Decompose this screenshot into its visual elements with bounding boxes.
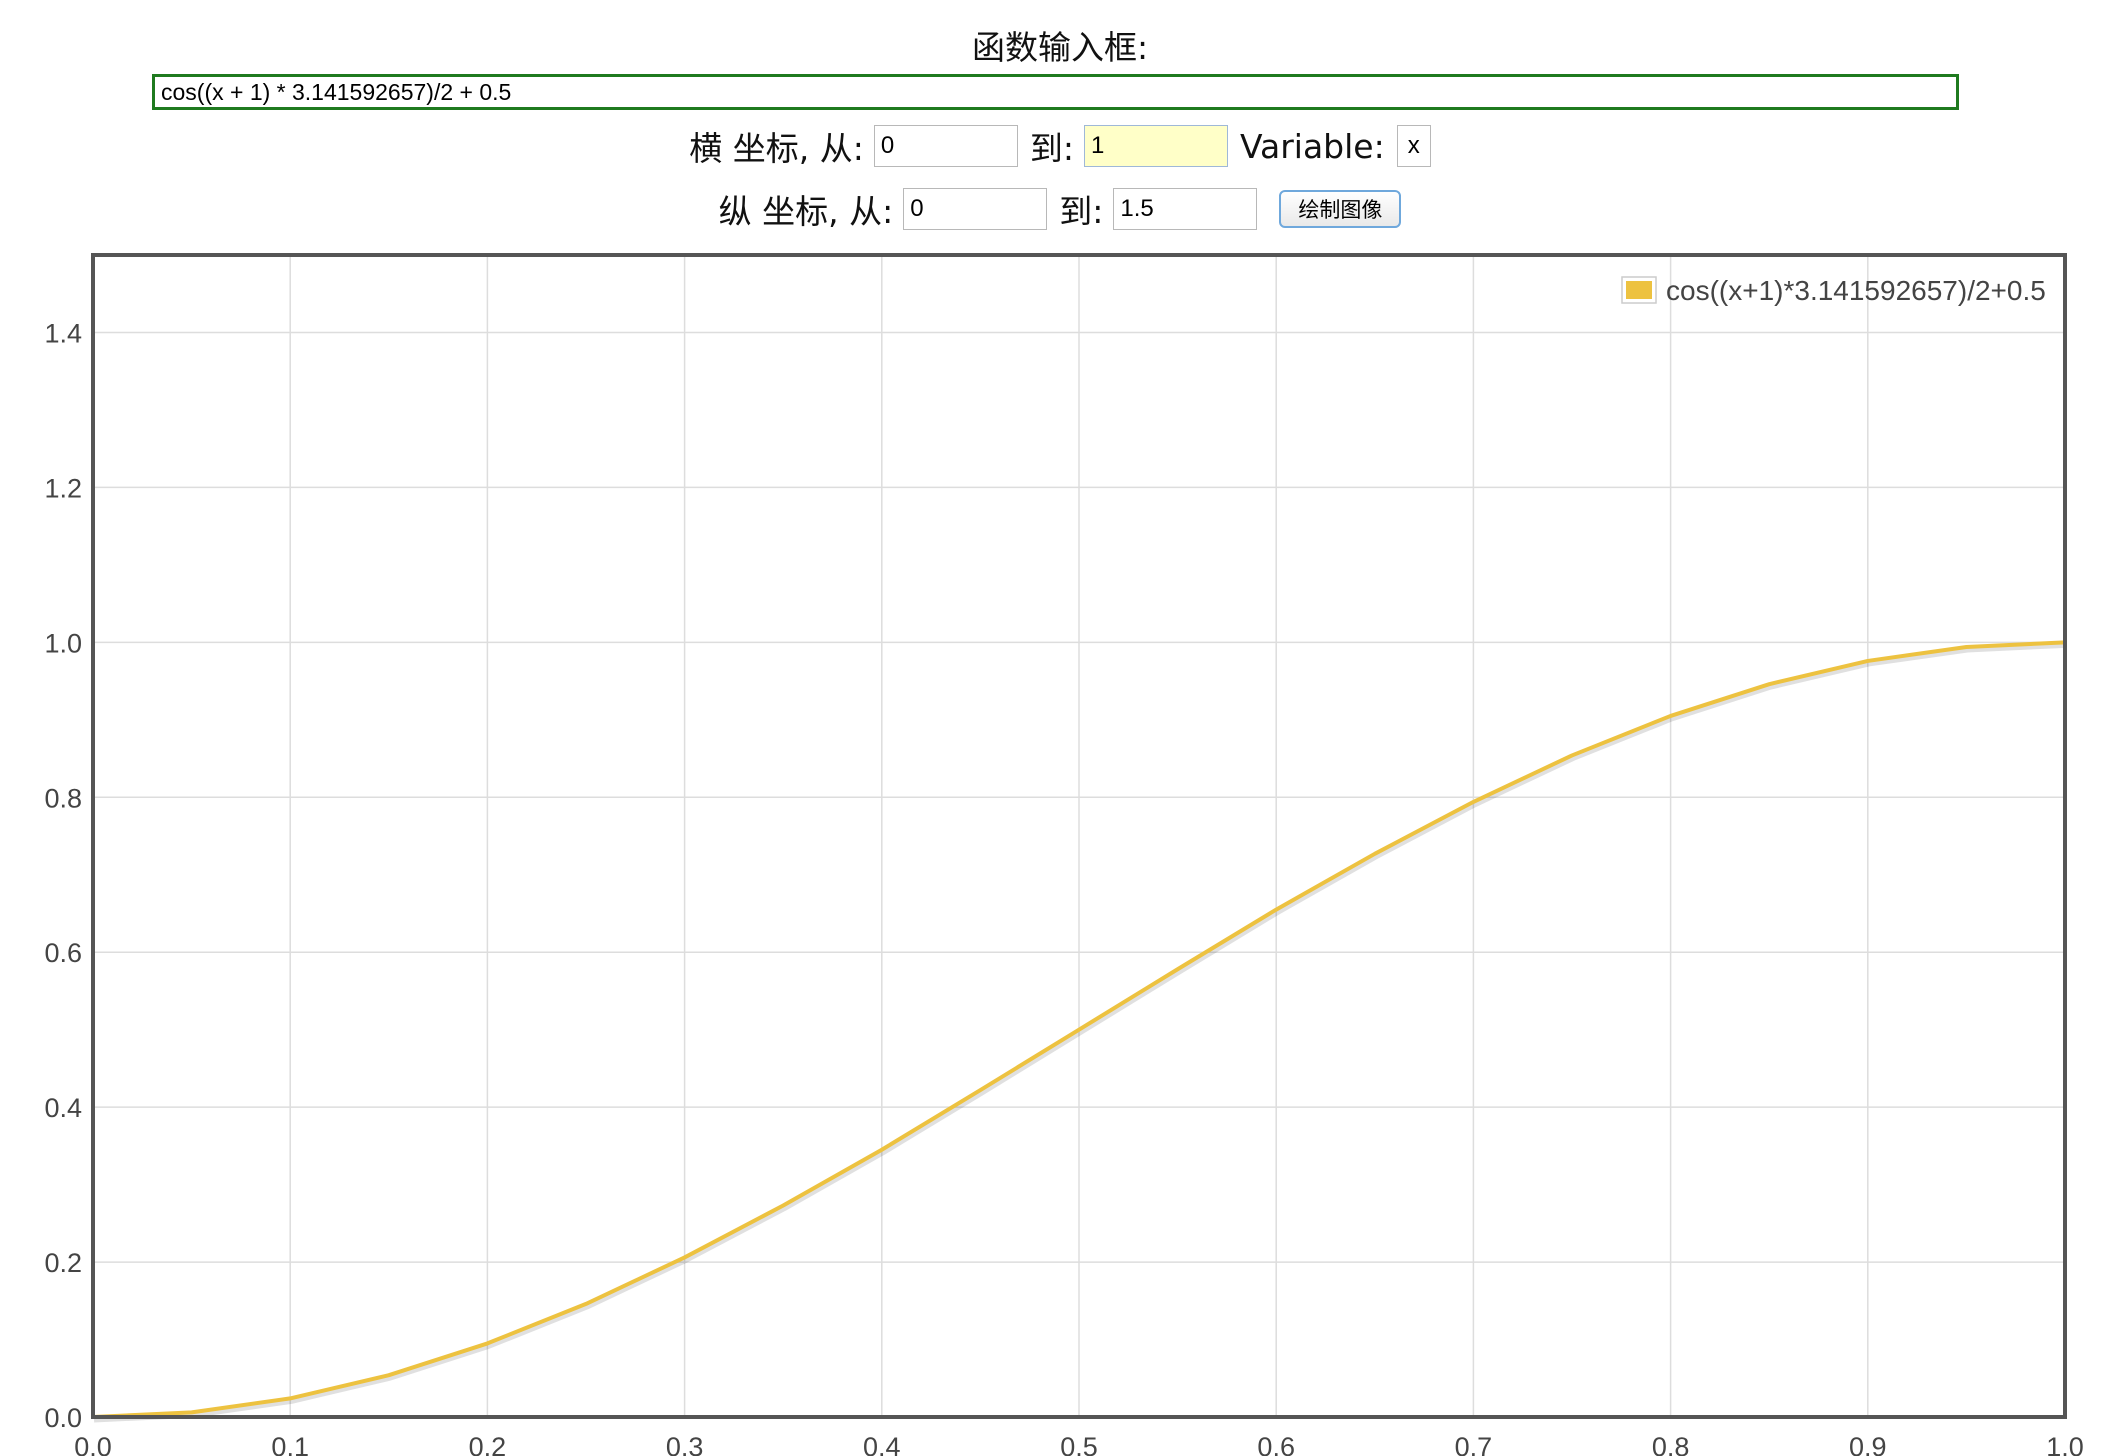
function-chart: 0.0 0.1 0.2 0.3 0.4 0.5 0.6 0.7 0.8 0.9 1.0 0.0 0.2 0… [44, 253, 2084, 1456]
y-from-input[interactable] [903, 188, 1048, 230]
x-axis-from-label: 横 坐标, 从: [689, 129, 864, 168]
x-range-row: 横 坐标, 从: 到: Variable: [0, 120, 2120, 172]
x-tick-label: 0.3 [666, 1432, 704, 1456]
variable-label: Variable: [1239, 126, 1385, 166]
tick-labels: 0.0 0.1 0.2 0.3 0.4 0.5 0.6 0.7 0.8 0.9 1.0 0.0 0.2 0… [44, 318, 2083, 1456]
y-tick-label: 1.2 [44, 473, 82, 503]
y-tick-label: 1.4 [44, 318, 82, 348]
series-shadow [93, 640, 2067, 1423]
variable-input[interactable] [1396, 125, 1431, 167]
y-tick-label: 0.8 [44, 783, 82, 813]
series-layer [92, 640, 2067, 1423]
x-tick-label: 0.5 [1060, 1432, 1098, 1456]
legend-label: cos((x+1)*3.141592657)/2+0.5 [1666, 275, 2046, 306]
x-tick-label: 0.7 [1455, 1432, 1493, 1456]
y-axis-from-label: 纵 坐标, 从: [718, 192, 894, 231]
x-tick-label: 0.9 [1849, 1432, 1887, 1456]
series-line [92, 640, 2066, 1419]
x-tick-label: 1.0 [2046, 1432, 2084, 1456]
y-tick-label: 1.0 [44, 628, 82, 658]
legend-swatch [1626, 281, 1652, 299]
x-tick-label: 0.2 [469, 1432, 507, 1456]
x-tick-label: 0.8 [1652, 1432, 1690, 1456]
x-from-input[interactable] [873, 125, 1018, 167]
x-tick-label: 0.0 [74, 1432, 112, 1456]
y-tick-label: 0.4 [44, 1093, 82, 1123]
y-tick-label: 0.0 [44, 1403, 82, 1433]
x-tick-label: 0.4 [863, 1432, 901, 1456]
function-input[interactable] [152, 74, 1959, 110]
x-to-input[interactable] [1083, 125, 1228, 167]
y-tick-label: 0.2 [44, 1248, 82, 1278]
legend: cos((x+1)*3.141592657)/2+0.5 [1621, 275, 2046, 306]
plot-frame [91, 253, 2067, 1419]
y-to-input[interactable] [1113, 188, 1258, 230]
x-to-label: 到: [1029, 129, 1074, 168]
y-tick-label: 0.6 [44, 938, 82, 968]
y-to-label: 到: [1059, 192, 1104, 231]
y-range-row: 纵 坐标, 从: 到: 绘制图像 [0, 183, 2120, 235]
x-tick-label: 0.6 [1257, 1432, 1295, 1456]
plot-button[interactable]: 绘制图像 [1279, 190, 1402, 228]
x-tick-label: 0.1 [271, 1432, 309, 1456]
grid [93, 255, 2065, 1417]
function-input-label: 函数输入框: [971, 28, 1149, 67]
